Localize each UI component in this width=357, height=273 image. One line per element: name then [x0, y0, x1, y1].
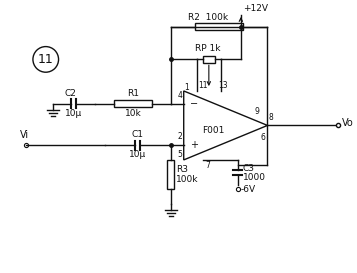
Text: F001: F001	[202, 126, 225, 135]
Text: 10μ: 10μ	[129, 150, 146, 159]
Text: 1000: 1000	[243, 173, 266, 182]
Text: 7: 7	[205, 161, 210, 170]
Text: Vo: Vo	[342, 118, 354, 129]
Bar	[167, 160, 174, 189]
Text: 10k: 10k	[125, 109, 141, 118]
Text: 10μ: 10μ	[65, 109, 82, 118]
Text: 5: 5	[178, 150, 183, 159]
Text: -6V: -6V	[241, 185, 256, 194]
Text: 6: 6	[261, 133, 266, 142]
Text: 2: 2	[178, 132, 183, 141]
Text: C1: C1	[132, 130, 144, 139]
Text: RP 1k: RP 1k	[195, 44, 220, 54]
Text: +: +	[190, 140, 198, 150]
Text: Vi: Vi	[20, 130, 29, 140]
Bar	[203, 56, 215, 63]
Text: −: −	[190, 99, 198, 109]
Bar	[195, 23, 243, 30]
Text: 11: 11	[38, 53, 54, 66]
Text: C2: C2	[65, 89, 77, 98]
Text: R3: R3	[176, 165, 188, 174]
Text: R1: R1	[127, 89, 139, 98]
Text: +12V: +12V	[243, 4, 268, 13]
Text: 4: 4	[178, 91, 183, 100]
Bar	[114, 100, 152, 107]
Text: 1: 1	[185, 83, 190, 92]
Text: 11: 11	[198, 81, 208, 90]
Text: R2  100k: R2 100k	[187, 13, 228, 22]
Text: C3: C3	[243, 164, 255, 173]
Text: 100k: 100k	[176, 175, 198, 184]
Text: 9: 9	[255, 106, 260, 115]
Text: 8: 8	[268, 114, 273, 123]
Text: 13: 13	[218, 81, 228, 90]
